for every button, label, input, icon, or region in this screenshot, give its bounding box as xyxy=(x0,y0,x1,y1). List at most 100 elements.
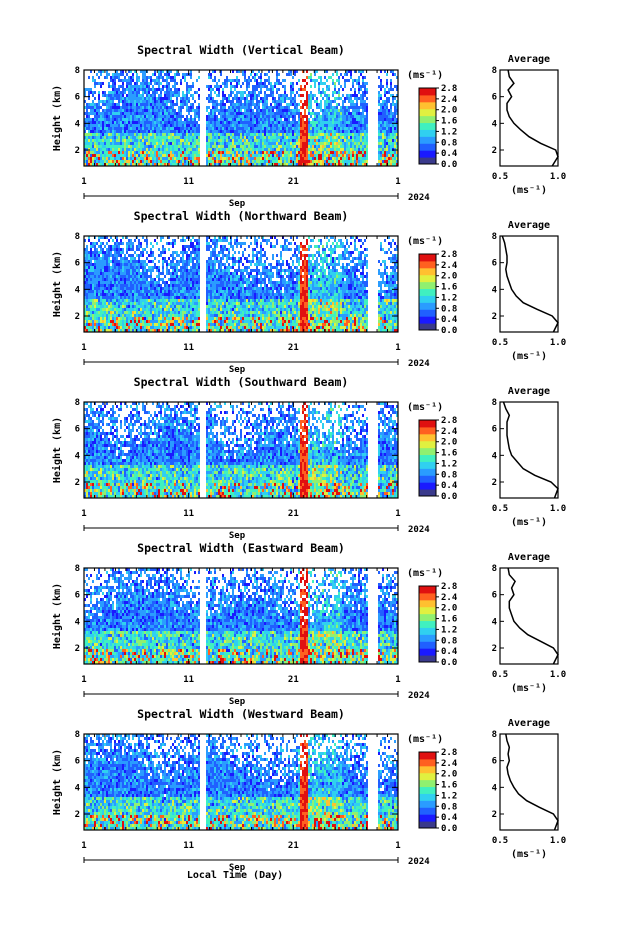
heatmap-cell xyxy=(102,142,104,145)
heatmap-cell xyxy=(96,272,98,275)
heatmap-cell xyxy=(208,151,210,154)
heatmap-cell xyxy=(198,145,200,148)
heatmap-cell xyxy=(350,100,352,103)
heatmap-cell xyxy=(156,82,158,85)
heatmap-cell xyxy=(394,112,396,115)
heatmap-cell xyxy=(146,239,148,242)
heatmap-cell xyxy=(296,133,298,136)
heatmap-cell xyxy=(136,163,138,166)
heatmap-cell xyxy=(100,329,102,332)
heatmap-cell xyxy=(92,299,94,302)
x-tick-label: 1 xyxy=(81,177,86,187)
heatmap-cell xyxy=(146,97,148,100)
heatmap-cell xyxy=(158,79,160,82)
heatmap-cell xyxy=(288,130,290,133)
heatmap-cell xyxy=(234,133,236,136)
heatmap-cell xyxy=(110,157,112,160)
heatmap-cell xyxy=(118,91,120,94)
heatmap-cell xyxy=(98,314,100,317)
heatmap-cell xyxy=(214,160,216,163)
heatmap-cell xyxy=(270,115,272,118)
heatmap-cell xyxy=(320,100,322,103)
heatmap-cell xyxy=(96,263,98,266)
heatmap-cell xyxy=(322,130,324,133)
heatmap-cell xyxy=(330,130,332,133)
heatmap-cell xyxy=(260,118,262,121)
heatmap-cell xyxy=(130,311,132,314)
heatmap-cell xyxy=(338,127,340,130)
heatmap-cell xyxy=(100,278,102,281)
heatmap-cell xyxy=(250,103,252,106)
heatmap-cell xyxy=(164,160,166,163)
heatmap-cell xyxy=(346,94,348,97)
heatmap-cell xyxy=(388,130,390,133)
heatmap-cell xyxy=(216,163,218,166)
heatmap-cell xyxy=(366,160,368,163)
heatmap-cell xyxy=(186,160,188,163)
heatmap-cell xyxy=(206,127,208,130)
heatmap-cell xyxy=(268,94,270,97)
heatmap-cell xyxy=(216,103,218,106)
heatmap-cell xyxy=(92,145,94,148)
heatmap-cell xyxy=(330,163,332,166)
heatmap-cell xyxy=(192,136,194,139)
heatmap-cell xyxy=(88,275,90,278)
heatmap-cell xyxy=(332,121,334,124)
heatmap-cell xyxy=(222,163,224,166)
heatmap-cell xyxy=(154,148,156,151)
heatmap-cell xyxy=(314,118,316,121)
heatmap-cell xyxy=(362,148,364,151)
heatmap-cell xyxy=(114,248,116,251)
heatmap-cell xyxy=(130,118,132,121)
heatmap-cell xyxy=(396,154,398,157)
heatmap-cell xyxy=(136,157,138,160)
heatmap-cell xyxy=(318,139,320,142)
heatmap-cell xyxy=(84,317,86,320)
heatmap-cell xyxy=(314,70,316,73)
heatmap-cell xyxy=(152,79,154,82)
heatmap-cell xyxy=(158,154,160,157)
heatmap-cell xyxy=(172,124,174,127)
heatmap-cell xyxy=(224,85,226,88)
heatmap-cell xyxy=(102,257,104,260)
heatmap-cell xyxy=(126,100,128,103)
heatmap-cell xyxy=(172,100,174,103)
heatmap-cell xyxy=(206,121,208,124)
heatmap-cell xyxy=(170,115,172,118)
heatmap-cell xyxy=(212,133,214,136)
heatmap-cell xyxy=(140,97,142,100)
heatmap-cell xyxy=(166,139,168,142)
heatmap-cell xyxy=(332,148,334,151)
heatmap-cell xyxy=(222,91,224,94)
heatmap-cell xyxy=(134,151,136,154)
heatmap-cell xyxy=(114,148,116,151)
heatmap-cell xyxy=(162,88,164,91)
heatmap-cell xyxy=(118,79,120,82)
heatmap-cell xyxy=(296,142,298,145)
heatmap-cell xyxy=(120,281,122,284)
heatmap-cell xyxy=(130,317,132,320)
heatmap-cell xyxy=(230,142,232,145)
heatmap-cell xyxy=(190,73,192,76)
heatmap-cell xyxy=(130,293,132,296)
heatmap-cell xyxy=(378,127,380,130)
heatmap-cell xyxy=(146,109,148,112)
heatmap-cell xyxy=(226,127,228,130)
heatmap-cell xyxy=(380,79,382,82)
heatmap-cell xyxy=(256,88,258,91)
heatmap-cell xyxy=(348,124,350,127)
heatmap-cell xyxy=(384,133,386,136)
heatmap-cell xyxy=(260,88,262,91)
heatmap-cell xyxy=(138,248,140,251)
heatmap-cell xyxy=(384,130,386,133)
heatmap-cell xyxy=(356,100,358,103)
heatmap-cell xyxy=(362,97,364,100)
heatmap-cell xyxy=(126,73,128,76)
heatmap-cell xyxy=(186,115,188,118)
heatmap-cell xyxy=(122,124,124,127)
heatmap-cell xyxy=(292,157,294,160)
heatmap-cell xyxy=(100,326,102,329)
heatmap-cell xyxy=(254,163,256,166)
heatmap-cell xyxy=(238,124,240,127)
heatmap-cell xyxy=(94,115,96,118)
